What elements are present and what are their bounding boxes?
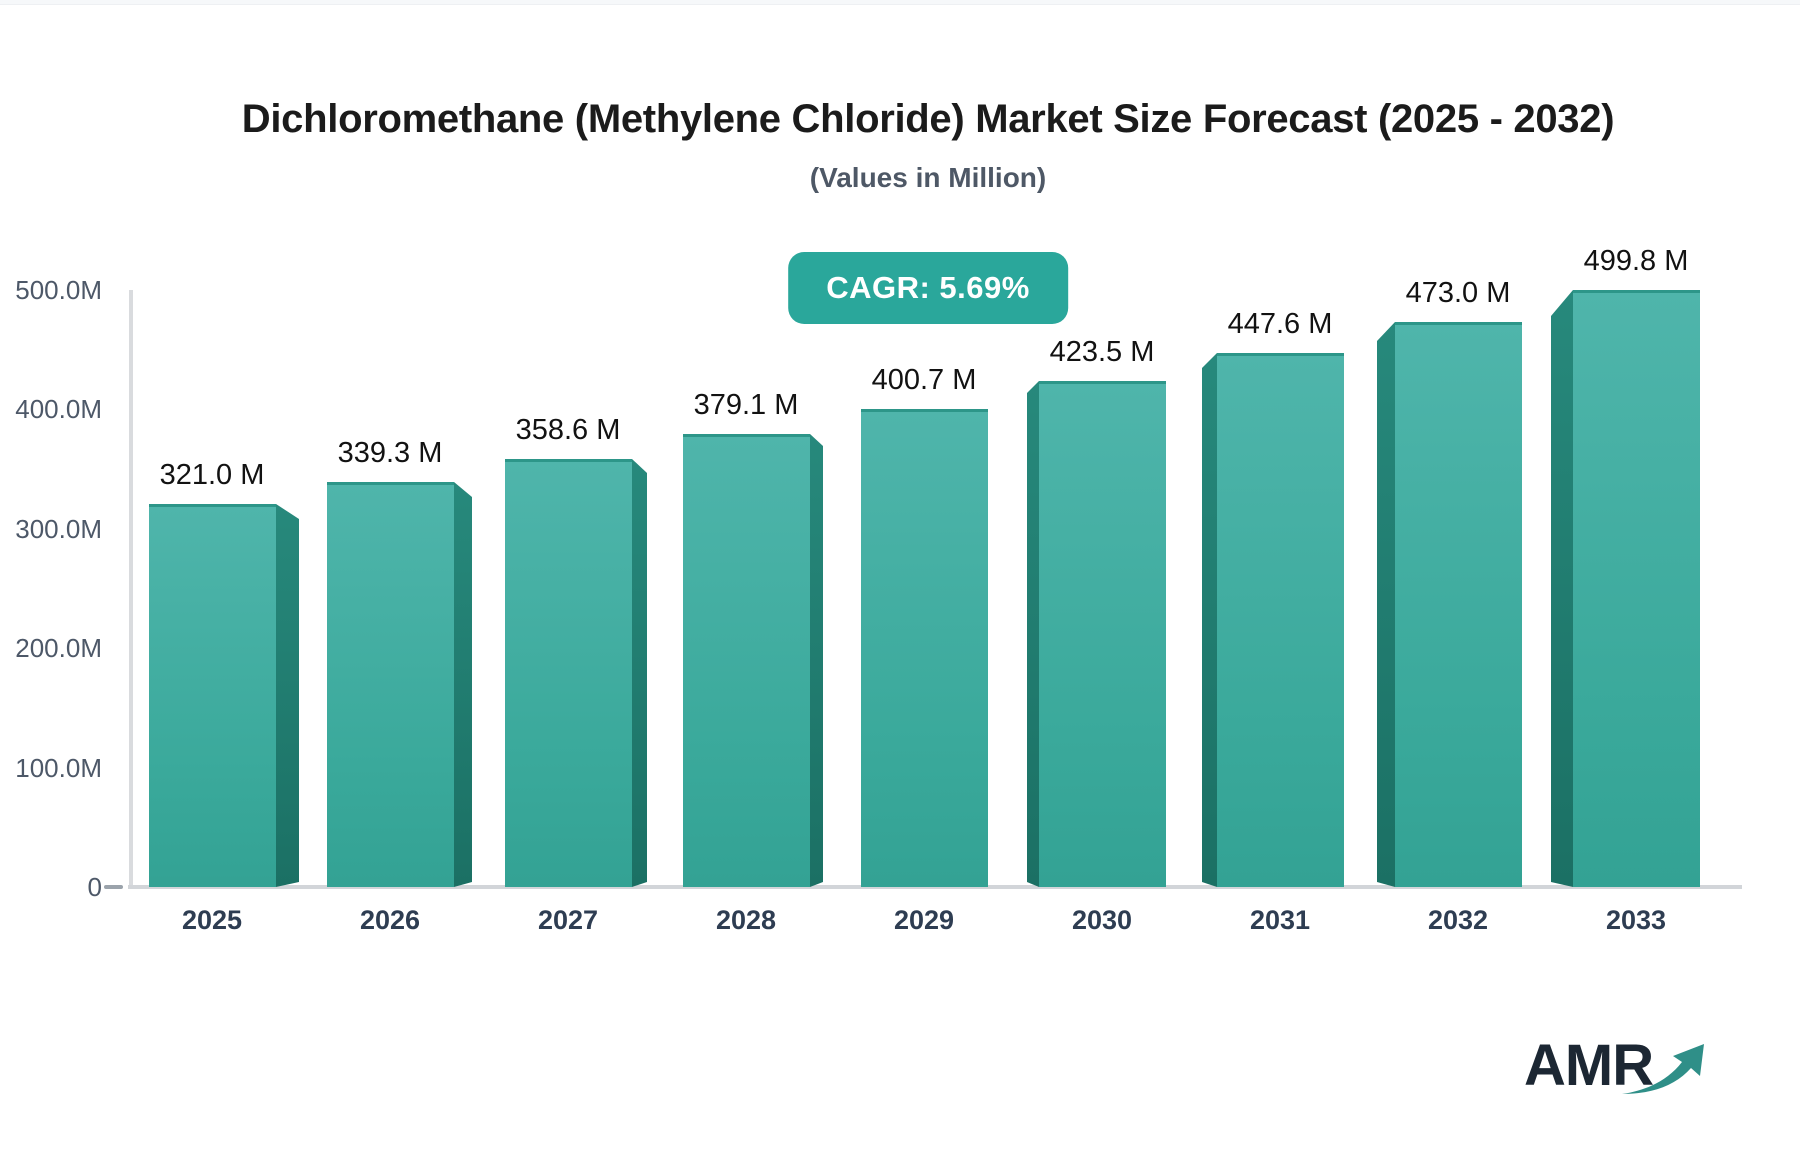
y-tick-label-500: 500.0M (15, 275, 102, 305)
bar-side-2033 (1551, 290, 1573, 887)
chart-subtitle: (Values in Million) (809, 162, 1047, 193)
y-axis-line (129, 290, 133, 888)
bar-side-2027 (632, 459, 647, 887)
zero-tick-mark (104, 885, 123, 889)
bar-value-label-2026: 339.3 M (337, 437, 443, 469)
x-tick-label-2027: 2027 (537, 905, 599, 935)
cagr-badge: CAGR: 5.69% (788, 252, 1068, 324)
x-tick-label-2032: 2032 (1427, 905, 1489, 935)
x-axis-baseline (128, 885, 1742, 889)
bar-value-label-2031: 447.6 M (1227, 308, 1333, 340)
bar-column-2025[interactable] (149, 504, 276, 887)
bar-column-2027[interactable] (505, 459, 632, 887)
bar-side-2026 (454, 482, 472, 887)
bar-column-2032[interactable] (1395, 322, 1522, 887)
bar-value-label-2029: 400.7 M (871, 364, 977, 396)
y-tick-label-100: 100.0M (15, 753, 102, 783)
bar-side-2031 (1202, 353, 1217, 887)
bar-column-2028[interactable] (683, 434, 810, 887)
y-tick-label-200: 200.0M (15, 633, 102, 663)
bar-side-2028 (810, 434, 823, 887)
x-tick-label-2026: 2026 (359, 905, 421, 935)
chart-title: Dichloromethane (Methylene Chloride) Mar… (241, 97, 1615, 141)
y-tick-label-0: 0 (87, 872, 102, 902)
x-tick-label-2025: 2025 (181, 905, 243, 935)
bar-side-2032 (1377, 322, 1395, 887)
bar-column-2029[interactable] (861, 409, 988, 887)
bar-column-2026[interactable] (327, 482, 454, 887)
x-tick-label-2033: 2033 (1605, 905, 1667, 935)
bar-value-label-2032: 473.0 M (1405, 277, 1511, 309)
growth-arrow-icon (1622, 1044, 1704, 1094)
bar-column-2031[interactable] (1217, 353, 1344, 887)
bar-value-label-2025: 321.0 M (159, 459, 265, 491)
bar-value-label-2027: 358.6 M (515, 414, 621, 446)
bar-value-label-2028: 379.1 M (693, 389, 799, 421)
x-tick-label-2030: 2030 (1071, 905, 1133, 935)
bar-side-2025 (276, 504, 299, 887)
bar-value-label-2030: 423.5 M (1049, 336, 1155, 368)
bar-column-2033[interactable] (1573, 290, 1700, 887)
x-tick-label-2029: 2029 (893, 905, 955, 935)
x-tick-label-2028: 2028 (715, 905, 777, 935)
page-top-edge (0, 0, 1800, 5)
bar-column-2030[interactable] (1039, 381, 1166, 887)
y-tick-label-300: 300.0M (15, 514, 102, 544)
bar-value-label-2033: 499.8 M (1583, 245, 1689, 277)
bar-side-2030 (1027, 381, 1039, 887)
y-tick-label-400: 400.0M (15, 394, 102, 424)
amr-logo-text: AMR (1524, 1033, 1654, 1098)
amr-logo: AMR (1524, 1030, 1710, 1104)
x-tick-label-2031: 2031 (1249, 905, 1311, 935)
